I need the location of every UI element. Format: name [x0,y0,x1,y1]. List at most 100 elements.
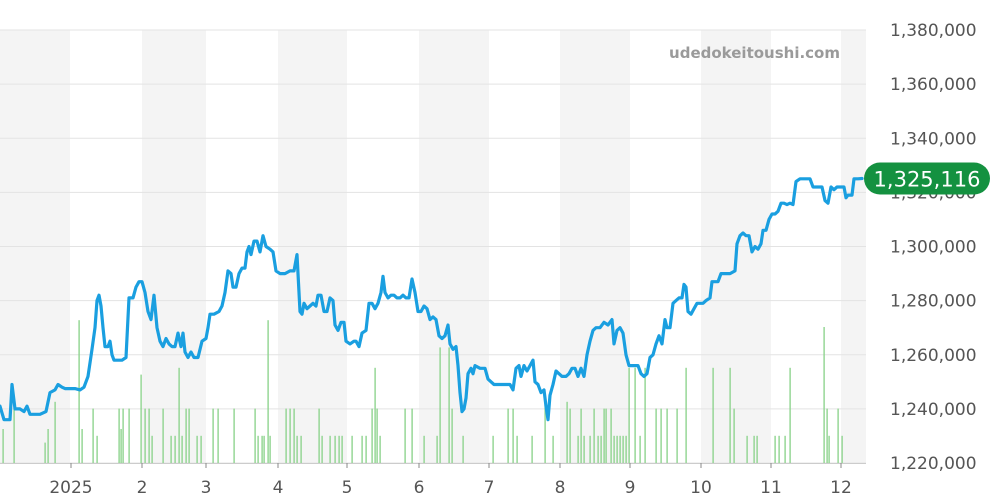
volume-bar [151,435,153,463]
volume-bar [200,435,202,463]
volume-bar [285,408,287,463]
volume-bar [371,408,373,463]
volume-bar [619,435,621,463]
volume-bar [122,408,124,463]
y-tick-label: 1,360,000 [890,75,977,95]
volume-bar [492,435,494,463]
current-value-badge-bg [864,162,990,195]
volume-bar [531,435,533,463]
volume-bar [746,435,748,463]
volume-bar [341,435,343,463]
volume-bar [605,408,607,463]
price-line [0,176,864,422]
volume-bar [516,435,518,463]
volume-bar [329,435,331,463]
volume-bar [404,408,406,463]
x-tick-label: 8 [555,478,566,498]
volume-bar [569,408,571,463]
volume-bar [376,408,378,463]
watermark: udedokeitoushi.com [669,44,840,62]
volume-bar [81,429,83,463]
volume-bar [120,429,122,463]
volume-bar [411,408,413,463]
volume-bar [577,435,579,463]
x-tick-label: 6 [414,478,425,498]
volume-bar [712,367,714,463]
volume-bar [257,435,259,463]
volume-bar [826,408,828,463]
x-tick-label: 3 [201,478,212,498]
volume-bar [789,367,791,463]
volume-bar [774,435,776,463]
volume-bar [178,367,180,463]
x-tick-label: 9 [625,478,636,498]
x-tick-label: 11 [760,478,782,498]
volume-bar [756,435,758,463]
volume-bar [600,435,602,463]
volume-bar [13,408,15,463]
volume-bar [512,408,514,463]
volume-bar [625,435,627,463]
volume-bar [589,435,591,463]
volume-bar [361,435,363,463]
volume-bar [188,408,190,463]
y-tick-label: 1,280,000 [890,292,977,312]
y-tick-label: 1,300,000 [890,238,977,258]
volume-bar [634,367,636,463]
volume-bar [451,408,453,463]
x-tick-label: 7 [484,478,495,498]
x-tick-label: 4 [273,478,284,498]
volume-bar [174,435,176,463]
volume-bar [622,435,624,463]
volume-bar [233,408,235,463]
volume-bar [296,435,298,463]
volume-bar [784,435,786,463]
volume-bar [170,435,172,463]
volume-bar [365,435,367,463]
volume-bar [729,367,731,463]
volume-bar [321,435,323,463]
volume-bar [616,435,618,463]
volume-bar [580,408,582,463]
volume-bar [148,408,150,463]
volume-bar [351,435,353,463]
volume-bar [334,435,336,463]
volume-bar [823,327,825,463]
volume-bar [593,408,595,463]
volume-bar [217,408,219,463]
volume-bar [841,435,843,463]
volume-bar [261,435,263,463]
current-value-label: 1,325,116 [874,168,981,192]
volume-bar [613,435,615,463]
y-tick-label: 1,260,000 [890,346,977,366]
volume-bar [300,435,302,463]
volume-bar [423,435,425,463]
volume-bars [2,320,843,463]
volume-bar [254,408,256,463]
volume-bar [778,435,780,463]
volume-bar [78,320,80,463]
y-tick-label: 1,340,000 [890,129,977,149]
volume-bar [639,435,641,463]
volume-bar [267,320,269,463]
volume-bar [660,408,662,463]
volume-bar [644,367,646,463]
volume-bar [566,401,568,463]
volume-bar [379,435,381,463]
volume-bar [144,408,146,463]
x-tick-label: 5 [342,478,353,498]
volume-bar [263,435,265,463]
volume-bar [628,367,630,463]
volume-bar [603,408,605,463]
x-tick-label: 12 [830,478,852,498]
x-tick-label: 10 [690,478,712,498]
x-tick-label: 2025 [49,478,92,498]
volume-bar [140,374,142,463]
volume-bar [507,408,509,463]
volume-bar [47,429,49,463]
volume-bar [837,408,839,463]
volume-bar [269,435,271,463]
volume-bar [293,408,295,463]
volume-bar [44,442,46,463]
